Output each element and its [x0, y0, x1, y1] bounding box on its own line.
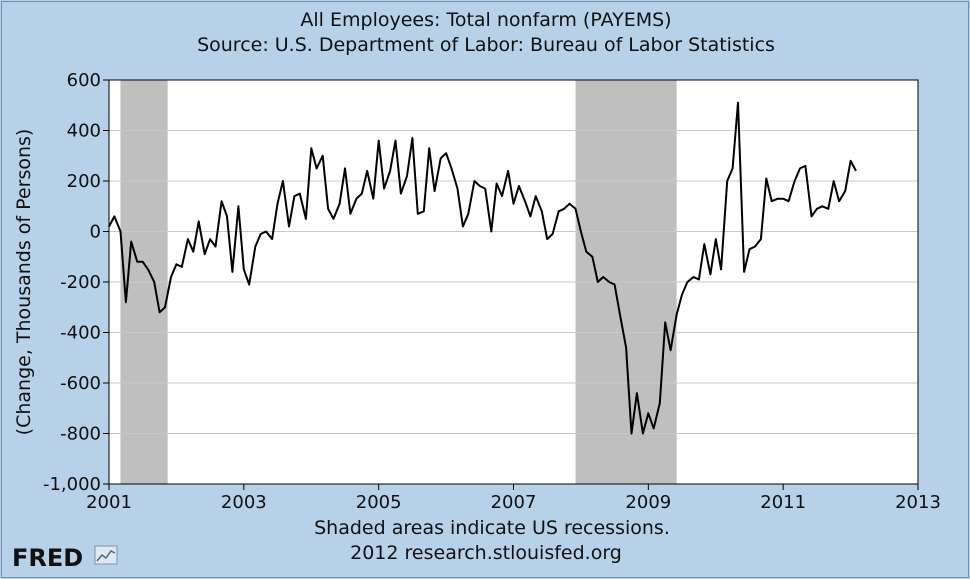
x-tick-label: 2013 — [895, 492, 941, 513]
x-tick-label: 2005 — [356, 492, 402, 513]
y-tick-label: 600 — [67, 70, 101, 91]
y-tick-label: 400 — [67, 121, 101, 142]
fred-logo-text: FRED — [12, 544, 83, 572]
fred-logo[interactable]: FRED — [12, 544, 118, 572]
x-axis-label: Shaded areas indicate US recessions. — [314, 517, 670, 539]
y-axis-label: (Change, Thousands of Persons) — [13, 129, 35, 436]
y-tick-label: 200 — [67, 171, 101, 192]
x-tick-label: 2001 — [86, 492, 132, 513]
x-tick-label: 2003 — [221, 492, 267, 513]
series-line-1 — [108, 101, 857, 435]
fred-logo-icon — [94, 545, 118, 565]
plot-border — [108, 79, 919, 485]
plot-area: -1,000 -800 -600 -400 -200 0 200 400 600 2001 2003… — [43, 70, 941, 513]
y-tick-label: -200 — [60, 272, 101, 293]
y-tick-label: -1,000 — [43, 474, 101, 495]
x-tick-label: 2009 — [625, 492, 671, 513]
y-tick-label: -400 — [60, 323, 101, 344]
y-tick-label: 0 — [90, 222, 101, 243]
footer-source: 2012 research.stlouisfed.org — [350, 542, 622, 564]
chart-subtitle: Source: U.S. Department of Labor: Bureau… — [197, 34, 775, 56]
y-tick-label: -600 — [60, 373, 101, 394]
x-tick-label: 2011 — [760, 492, 806, 513]
chart-title: All Employees: Total nonfarm (PAYEMS) — [300, 9, 671, 31]
y-tick-label: -800 — [60, 424, 101, 445]
x-tick-label: 2007 — [491, 492, 537, 513]
